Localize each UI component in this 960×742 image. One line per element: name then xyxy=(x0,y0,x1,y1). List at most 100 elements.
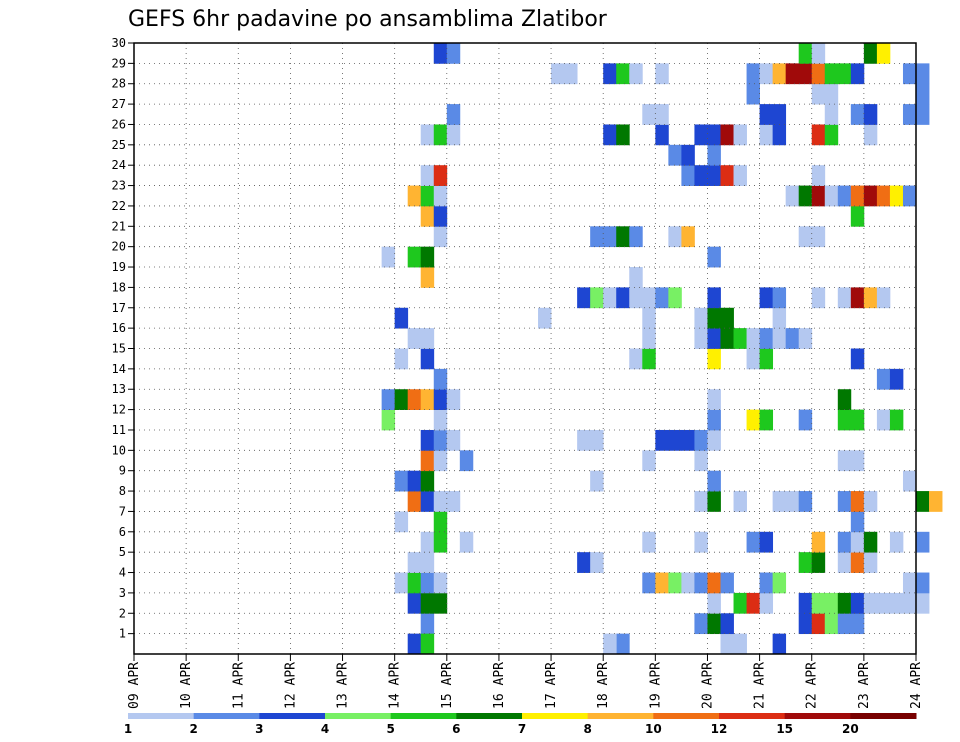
legend-swatch xyxy=(850,713,917,719)
heat-cell xyxy=(785,63,800,85)
heat-cell xyxy=(616,633,630,655)
heat-cell xyxy=(707,348,721,370)
heat-cell xyxy=(746,531,760,553)
heat-cell xyxy=(407,185,422,207)
heat-cell xyxy=(733,633,747,655)
heat-cell xyxy=(850,205,865,227)
heat-cell xyxy=(446,491,461,512)
heat-cell xyxy=(902,185,917,207)
heat-cell xyxy=(759,531,774,553)
heat-cell xyxy=(642,348,656,370)
heat-cell xyxy=(629,287,643,309)
heat-cell xyxy=(902,592,917,614)
heat-cell xyxy=(720,633,734,655)
heat-cell xyxy=(629,267,643,288)
heat-cell xyxy=(603,226,617,248)
heat-cell xyxy=(811,592,826,614)
heat-cell xyxy=(850,552,865,573)
heat-cell xyxy=(707,307,721,329)
heat-cell xyxy=(902,572,917,594)
heat-cell xyxy=(616,287,630,309)
heat-cell xyxy=(707,409,721,431)
heat-cell xyxy=(811,226,826,248)
heat-cell xyxy=(850,348,865,370)
heat-cell xyxy=(433,389,448,410)
heat-cell xyxy=(707,572,721,594)
x-tick-label: 17 APR xyxy=(544,662,559,709)
x-tick-label: 23 APR xyxy=(857,662,872,709)
heat-cell xyxy=(420,246,435,268)
y-tick-label: 4 xyxy=(119,566,126,580)
heat-cell xyxy=(798,226,813,248)
heat-cell xyxy=(590,470,604,492)
heat-cell xyxy=(707,165,721,186)
heat-cell xyxy=(759,328,774,349)
heat-cell xyxy=(811,552,826,573)
heat-cell xyxy=(798,592,813,614)
heat-cell xyxy=(433,531,448,553)
heat-cell xyxy=(863,491,878,512)
heat-cell xyxy=(916,83,930,105)
heat-cell xyxy=(407,246,422,268)
heat-cell xyxy=(824,83,839,105)
heat-cell xyxy=(733,592,747,614)
heat-cell xyxy=(590,429,604,451)
heat-cell xyxy=(420,328,435,349)
heat-cell xyxy=(668,429,682,451)
heat-cell xyxy=(420,613,435,635)
y-tick-label: 6 xyxy=(119,525,126,539)
heat-cell xyxy=(577,429,591,451)
heat-cell xyxy=(655,104,669,125)
heat-cell xyxy=(850,104,865,125)
heat-cell xyxy=(863,104,878,125)
heat-cell xyxy=(759,409,774,431)
heat-cell xyxy=(746,83,760,105)
heat-cell xyxy=(655,124,669,146)
heat-cell xyxy=(420,429,435,451)
heat-cell xyxy=(603,63,617,85)
heat-cell xyxy=(577,287,591,309)
heat-cell xyxy=(394,511,409,533)
heat-cell xyxy=(746,348,760,370)
heat-cell xyxy=(811,531,826,553)
heat-cell xyxy=(746,409,760,431)
heat-cell xyxy=(707,124,721,146)
legend-label: 3 xyxy=(255,722,263,736)
heat-cell xyxy=(798,552,813,573)
y-tick-label: 12 xyxy=(112,403,126,417)
heat-cell xyxy=(394,348,409,370)
heat-cell xyxy=(420,491,435,512)
heat-cell xyxy=(681,144,695,166)
heat-cell xyxy=(681,429,695,451)
heat-cell xyxy=(433,124,448,146)
heat-cell xyxy=(446,43,461,64)
y-tick-label: 17 xyxy=(112,301,126,315)
heat-cell xyxy=(655,63,669,85)
y-tick-label: 11 xyxy=(112,423,126,437)
heat-cell xyxy=(746,328,760,349)
heat-cell xyxy=(863,287,878,309)
heat-cell xyxy=(707,429,721,451)
y-tick-label: 14 xyxy=(112,362,126,376)
heat-cell xyxy=(381,409,396,431)
x-tick-label: 21 APR xyxy=(753,662,768,709)
heat-cell xyxy=(850,287,865,309)
heat-cell xyxy=(407,592,422,614)
y-tick-label: 7 xyxy=(119,504,126,518)
heat-cell xyxy=(655,429,669,451)
heat-cell xyxy=(446,124,461,146)
y-tick-label: 21 xyxy=(112,219,126,233)
legend-label: 6 xyxy=(452,722,460,736)
heat-cell xyxy=(863,592,878,614)
y-tick-label: 20 xyxy=(112,240,126,254)
heat-cell xyxy=(916,104,930,125)
heat-cell xyxy=(642,307,656,329)
heat-cell xyxy=(837,531,852,553)
heat-cell xyxy=(707,592,721,614)
heat-cell xyxy=(889,531,904,553)
legend-swatch xyxy=(587,713,654,719)
y-tick-label: 1 xyxy=(119,627,126,641)
heat-cell xyxy=(837,63,852,85)
heat-cell xyxy=(655,287,669,309)
